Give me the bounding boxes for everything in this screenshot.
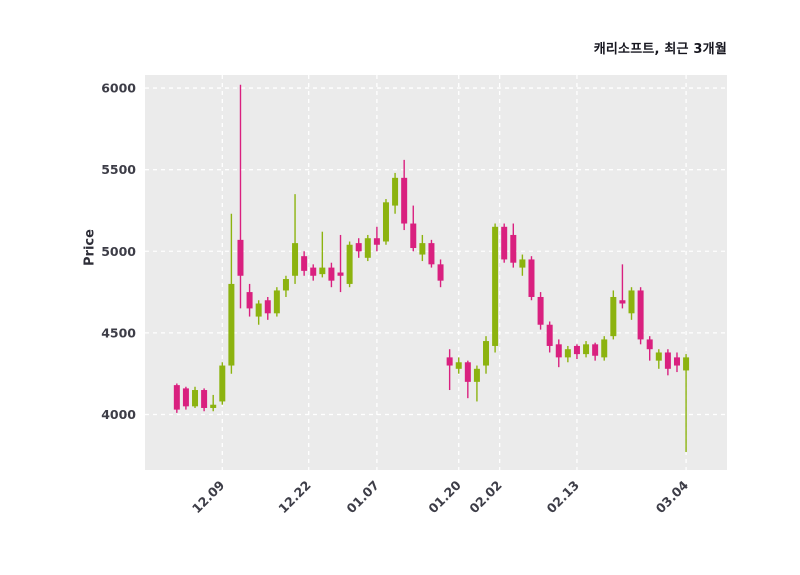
candle-body [655, 352, 662, 361]
x-tick-label: 03.04 [653, 477, 692, 516]
candle-body [483, 341, 490, 366]
candle-body [328, 267, 335, 281]
candle-body [664, 352, 671, 369]
y-axis-label: Price [82, 229, 98, 266]
candle-body [401, 177, 408, 224]
y-tick-label: 5500 [101, 162, 136, 177]
candle-body [501, 226, 508, 260]
candle-body [546, 324, 553, 346]
candle-body [192, 390, 199, 407]
candle-body [319, 267, 326, 275]
x-tick-label: 12.22 [275, 478, 314, 517]
candle-body [201, 390, 208, 408]
plot-background [145, 75, 727, 470]
candle-body [292, 243, 299, 276]
candle-body [637, 290, 644, 340]
candle-body [646, 339, 653, 350]
candle-body [255, 303, 262, 317]
candle-body [228, 283, 235, 366]
x-tick-label: 12.09 [189, 478, 228, 517]
candle-body [392, 177, 399, 206]
candle-body [355, 243, 362, 252]
x-tick-label: 02.02 [466, 478, 505, 517]
x-tick-label: 02.13 [544, 478, 583, 517]
candle-body [619, 300, 626, 304]
candle-body [219, 365, 226, 402]
chart-title: 캐리소프트, 최근 3개월 [593, 42, 727, 57]
y-tick-label: 4000 [101, 407, 136, 422]
candle-body [437, 264, 444, 281]
candle-body [537, 296, 544, 325]
candle-body [673, 357, 680, 366]
candle-body [601, 339, 608, 358]
candle-body [246, 292, 253, 309]
candle-body [592, 344, 599, 356]
candle-body [510, 234, 517, 263]
candle-body [173, 385, 180, 410]
candle-body [282, 279, 289, 291]
candle-body [301, 256, 308, 271]
candle-body [237, 239, 244, 276]
candle-body [273, 290, 280, 314]
candle-body [310, 267, 317, 276]
candle-body [210, 404, 217, 408]
candle-body [464, 362, 471, 382]
y-tick-label: 6000 [101, 81, 136, 96]
candle-body [446, 357, 453, 366]
y-tick-label: 4500 [101, 325, 136, 340]
candle-body [628, 290, 635, 314]
candle-body [337, 272, 344, 276]
candle-body [382, 202, 389, 242]
candle-body [428, 243, 435, 265]
candle-body [373, 238, 380, 245]
x-tick-label: 01.07 [343, 478, 382, 517]
candle-body [519, 259, 526, 268]
candle-body [473, 368, 480, 382]
candle-body [573, 345, 580, 355]
candle-body [455, 362, 462, 369]
candle-body [346, 244, 353, 284]
candle-body [410, 223, 417, 249]
candle-body [564, 349, 571, 358]
candle-body [610, 296, 617, 337]
candle-body [528, 259, 535, 297]
y-tick-label: 5000 [101, 244, 136, 259]
candle-body [683, 357, 690, 371]
candle-body [364, 238, 371, 258]
candle-body [492, 226, 499, 346]
candle-body [555, 344, 562, 358]
x-tick-label: 01.20 [425, 477, 464, 516]
candle-body [182, 388, 189, 407]
candle-body [419, 243, 426, 255]
candle-body [583, 344, 590, 355]
candle-body [264, 300, 271, 314]
